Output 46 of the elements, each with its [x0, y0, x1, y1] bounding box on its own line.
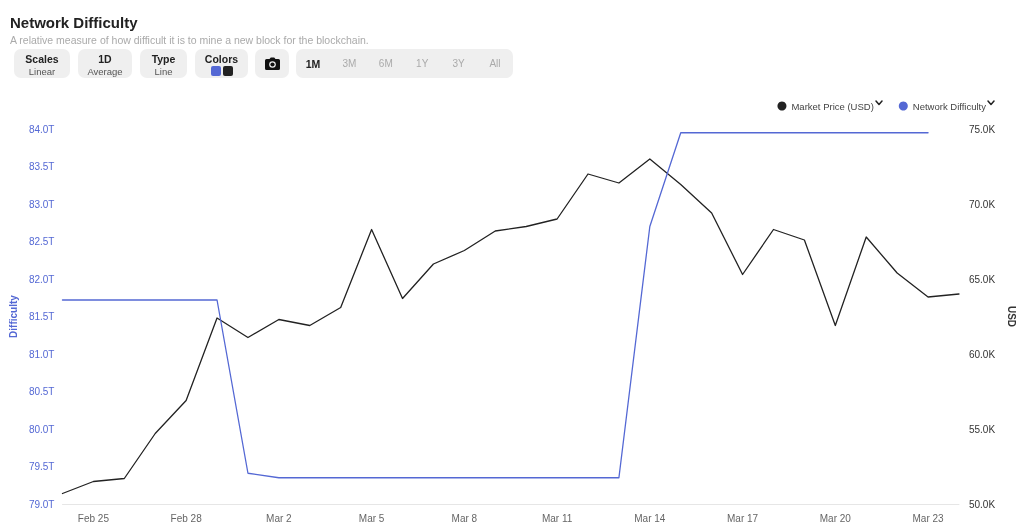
x-tick-label: Mar 11 — [541, 512, 573, 524]
y-tick-label: 81.5T — [28, 311, 55, 322]
x-tick-label: Mar 2 — [266, 512, 293, 524]
chart-title: Network Difficulty — [10, 14, 138, 31]
text: 1Y — [416, 58, 429, 69]
x-tick-label: Mar 23 — [912, 512, 945, 524]
x-tick-label: Mar 14 — [634, 512, 666, 524]
y-tick-label: 83.0T — [28, 198, 55, 210]
y2-tick-label: 70.0K — [968, 198, 996, 210]
y2-tick-label: 50.0K — [968, 498, 996, 510]
text: Colors — [204, 53, 239, 65]
y-tick-label: 84.0T — [28, 123, 55, 135]
text: 1D — [98, 53, 112, 65]
text: 3M — [342, 58, 357, 69]
text: 3Y — [452, 58, 465, 69]
text: Linear — [28, 66, 56, 77]
y2-axis-title: USD — [1005, 305, 1017, 328]
x-tick-label: Feb 28 — [170, 512, 203, 524]
y-tick-label: 79.0T — [28, 498, 55, 510]
text: Average — [87, 66, 123, 77]
y-tick-label: 82.5T — [28, 236, 55, 247]
text: All — [489, 58, 501, 69]
y-axis-title: Difficulty — [7, 294, 19, 338]
x-tick-label: Mar 8 — [451, 512, 478, 524]
x-tick-label: Mar 20 — [819, 512, 852, 524]
y2-tick-label: 60.0K — [968, 348, 996, 360]
y2-tick-label: 65.0K — [968, 273, 996, 285]
y-tick-label: 80.0T — [28, 423, 55, 435]
x-tick-label: Mar 17 — [727, 512, 759, 524]
text: Scales — [25, 53, 59, 65]
y-tick-label: 81.0T — [28, 348, 55, 360]
legend-label: Network Difficulty — [912, 100, 987, 112]
text: Line — [154, 66, 173, 77]
y-tick-label: 79.5T — [28, 461, 55, 472]
text: 1M — [305, 58, 321, 70]
y2-tick-label: 75.0K — [968, 123, 996, 135]
legend-label: Market Price (USD) — [791, 100, 874, 112]
y2-tick-label: 55.0K — [968, 423, 996, 435]
y-tick-label: 82.0T — [28, 273, 55, 285]
chart-subtitle: A relative measure of how difficult it is to mine a new block for the blockchain. — [10, 34, 369, 46]
text: Type — [151, 53, 176, 65]
y-tick-label: 80.5T — [28, 386, 55, 397]
x-tick-label: Mar 5 — [358, 512, 385, 524]
y-tick-label: 83.5T — [28, 161, 55, 172]
x-tick-label: Feb 25 — [77, 512, 110, 524]
text: 6M — [378, 58, 393, 69]
